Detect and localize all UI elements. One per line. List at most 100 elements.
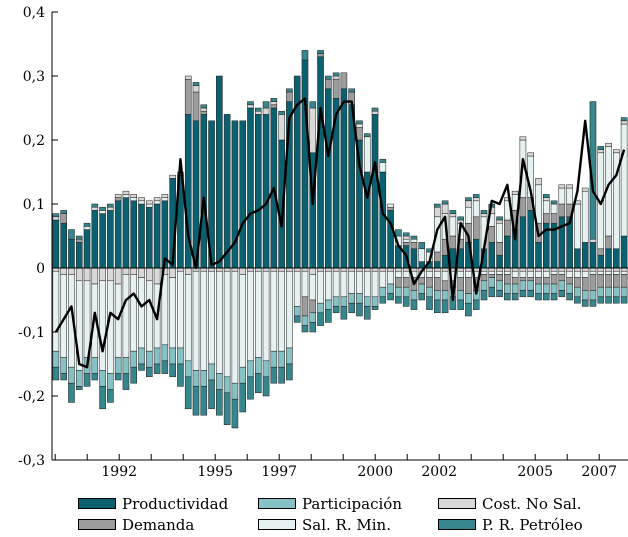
bar-segment xyxy=(99,386,106,410)
bar-segment xyxy=(99,280,106,371)
bar-segment xyxy=(200,107,208,112)
y-tick-label: 0,1 xyxy=(23,197,45,213)
bar-segment xyxy=(465,302,472,317)
bar-segment xyxy=(418,277,426,285)
bar-segment xyxy=(395,296,402,304)
bar-segment xyxy=(146,350,153,368)
bar-segment xyxy=(348,302,355,314)
bar-segment xyxy=(613,149,620,154)
bar-segment xyxy=(613,286,620,298)
bar-segment xyxy=(511,190,519,195)
legend-label: Productividad xyxy=(122,494,229,513)
bar-segment xyxy=(597,149,605,154)
bar-segment xyxy=(480,270,488,275)
bar-segment xyxy=(511,270,519,278)
bar-segment xyxy=(589,274,597,291)
bar-segment xyxy=(496,280,503,291)
bar-segment xyxy=(511,277,519,285)
bar-segment xyxy=(192,82,200,86)
bar-segment xyxy=(488,270,496,275)
bar-segment xyxy=(441,299,449,314)
bar-segment xyxy=(379,286,387,298)
bars-layer xyxy=(52,50,628,429)
bar-segment xyxy=(83,373,91,387)
bar-segment xyxy=(216,270,223,374)
bar-segment xyxy=(278,114,285,141)
bar-segment xyxy=(270,104,278,109)
bar-segment xyxy=(387,203,394,208)
bar-segment xyxy=(262,360,270,378)
bar-segment xyxy=(107,373,114,390)
bar-segment xyxy=(434,261,441,269)
bar-segment xyxy=(402,242,410,246)
bar-segment xyxy=(519,270,527,278)
bar-segment xyxy=(161,360,169,374)
bar-segment xyxy=(566,270,573,278)
y-tick-label: -0,3 xyxy=(18,453,45,469)
bar-segment xyxy=(91,206,99,211)
bar-segment xyxy=(496,216,503,221)
bar-segment xyxy=(597,146,605,150)
bar-segment xyxy=(457,270,464,278)
bar-segment xyxy=(293,315,301,323)
bar-segment xyxy=(348,104,355,269)
bar-segment xyxy=(332,75,340,80)
bar-segment xyxy=(472,194,480,198)
chart-plot: 0,4 0,3 0,2 0,1 0 -0,1 -0,2 -0,3 1992 1995 1997 200… xyxy=(18,5,628,480)
bar-segment xyxy=(441,254,449,269)
bar-segment xyxy=(441,280,449,291)
bar-segment xyxy=(254,110,262,115)
bar-segment xyxy=(519,136,527,141)
bar-segment xyxy=(107,206,114,211)
bar-segment xyxy=(527,152,534,157)
bar-segment xyxy=(542,213,550,224)
bar-segment xyxy=(114,197,122,202)
bar-segment xyxy=(262,114,270,269)
bar-segment xyxy=(184,267,192,275)
bar-segment xyxy=(480,280,488,291)
bar-segment xyxy=(184,75,192,80)
bar-segment xyxy=(130,350,138,368)
bar-segment xyxy=(441,200,449,205)
legend-item: Participación xyxy=(258,494,438,513)
bar-segment xyxy=(332,78,340,99)
bar-segment xyxy=(597,254,605,269)
legend-label: Sal. R. Min. xyxy=(302,515,391,534)
bar-segment xyxy=(153,200,161,205)
bar-segment xyxy=(379,270,387,288)
x-tick-label: 1997 xyxy=(261,464,297,480)
bar-segment xyxy=(449,235,457,250)
legend-swatch xyxy=(438,519,476,530)
bar-segment xyxy=(605,296,612,304)
bar-segment xyxy=(325,88,332,269)
bar-segment xyxy=(496,290,503,298)
bar-segment xyxy=(114,357,122,374)
bar-segment xyxy=(309,312,317,323)
bar-segment xyxy=(146,267,153,282)
bar-segment xyxy=(371,306,379,310)
bar-segment xyxy=(519,280,527,291)
y-tick-label: 0,2 xyxy=(23,133,45,149)
bar-segment xyxy=(75,238,83,243)
bar-segment xyxy=(395,277,402,288)
bar-segment xyxy=(68,267,75,275)
bar-segment xyxy=(122,190,130,195)
bar-segment xyxy=(496,222,503,243)
bar-segment xyxy=(418,293,426,301)
bar-segment xyxy=(581,277,589,291)
bar-segment xyxy=(581,270,589,278)
bar-segment xyxy=(91,203,99,208)
bar-segment xyxy=(418,283,426,294)
bar-segment xyxy=(130,274,138,352)
bar-segment xyxy=(99,370,106,387)
bar-segment xyxy=(200,370,208,387)
bar-segment xyxy=(550,203,558,214)
bar-segment xyxy=(371,110,379,115)
bar-segment xyxy=(325,78,332,90)
bar-segment xyxy=(488,274,496,278)
bar-segment xyxy=(558,274,566,282)
bar-segment xyxy=(68,238,75,269)
bar-segment xyxy=(107,203,114,208)
bar-segment xyxy=(200,270,208,371)
bar-segment xyxy=(52,350,60,368)
